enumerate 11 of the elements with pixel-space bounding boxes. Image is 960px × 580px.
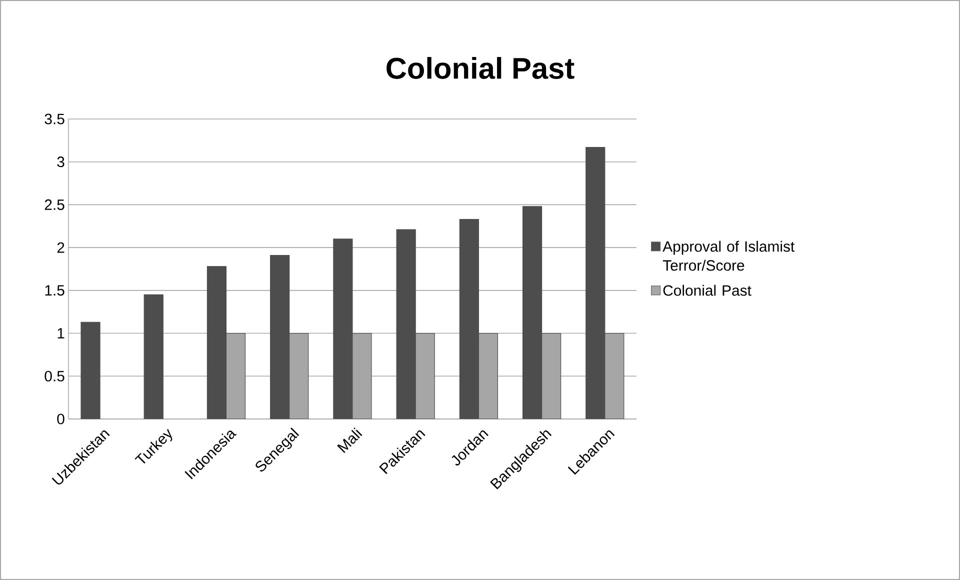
y-tick-label: 0 <box>57 414 64 424</box>
y-tick-label: 1 <box>58 328 64 338</box>
y-tick-label: 1.5 <box>45 285 64 296</box>
legend-label: Approval of Islamist Terror/Score <box>662 240 795 271</box>
y-tick-label: 2.5 <box>44 199 64 210</box>
chart-title: Colonial Past <box>386 57 574 79</box>
y-tick-label: 3 <box>57 156 64 168</box>
y-tick-label: 2 <box>57 242 64 253</box>
y-tick-label: 0.5 <box>44 370 64 382</box>
legend-label: Colonial Past <box>663 284 752 296</box>
y-tick-label: 3.5 <box>44 114 64 124</box>
